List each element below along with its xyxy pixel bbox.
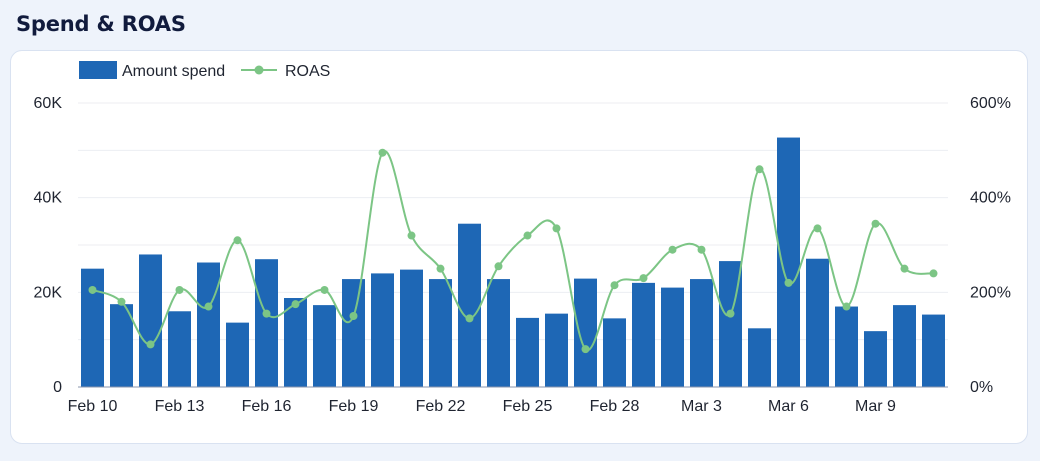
roas-point — [204, 302, 213, 311]
roas-point — [146, 340, 155, 349]
bar-amount-spend — [429, 279, 452, 387]
bar-amount-spend — [313, 305, 336, 387]
bar-amount-spend — [197, 262, 220, 387]
bar-amount-spend — [632, 282, 655, 387]
x-tick-label: Mar 6 — [768, 398, 809, 415]
roas-point — [262, 309, 271, 318]
roas-point — [291, 300, 300, 309]
bar-amount-spend — [226, 322, 249, 387]
bar-amount-spend — [458, 223, 481, 387]
y-left-tick-label: 60K — [34, 95, 63, 112]
y-left-tick-label: 40K — [34, 190, 63, 207]
roas-point — [407, 231, 416, 240]
bar-amount-spend — [864, 331, 887, 387]
roas-point — [929, 269, 938, 278]
bar-amount-spend — [342, 279, 365, 387]
bar-amount-spend — [400, 269, 423, 387]
bar-amount-spend — [574, 278, 597, 387]
roas-point — [697, 245, 706, 254]
roas-point — [842, 302, 851, 311]
roas-point — [784, 278, 793, 287]
bar-amount-spend — [777, 137, 800, 387]
roas-point — [349, 312, 358, 320]
roas-point — [117, 297, 126, 306]
bar-amount-spend — [690, 279, 713, 387]
x-tick-label: Mar 9 — [855, 398, 896, 415]
x-tick-label: Mar 3 — [681, 398, 722, 415]
bar-amount-spend — [284, 298, 307, 387]
roas-point — [175, 285, 184, 294]
roas-point — [900, 264, 909, 273]
chart-title: Spend & ROAS — [16, 12, 186, 36]
roas-point — [378, 148, 387, 157]
bar-amount-spend — [168, 311, 191, 387]
bar-amount-spend — [835, 306, 858, 387]
x-tick-label: Feb 13 — [155, 398, 205, 415]
roas-point — [610, 281, 619, 290]
roas-point — [494, 262, 503, 271]
y-right-tick-label: 400% — [970, 190, 1011, 207]
legend-label-amount-spend: Amount spend — [122, 63, 225, 80]
legend-swatch-amount-spend — [79, 61, 117, 79]
roas-point — [755, 165, 764, 174]
bar-amount-spend — [545, 313, 568, 387]
roas-point — [523, 231, 532, 240]
bar-amount-spend — [139, 254, 162, 387]
roas-point — [813, 224, 822, 233]
roas-point — [639, 274, 648, 283]
x-tick-label: Feb 10 — [68, 398, 118, 415]
x-tick-label: Feb 25 — [503, 398, 553, 415]
x-tick-label: Feb 28 — [590, 398, 640, 415]
x-tick-label: Feb 19 — [329, 398, 379, 415]
x-tick-label: Feb 16 — [242, 398, 292, 415]
roas-point — [668, 245, 677, 254]
legend: Amount spend ROAS — [79, 61, 330, 80]
bar-amount-spend — [110, 304, 133, 387]
roas-point — [233, 236, 242, 245]
y-right-tick-label: 0% — [970, 379, 993, 396]
roas-point — [871, 219, 880, 228]
roas-point — [88, 285, 97, 294]
roas-point — [465, 314, 474, 323]
bar-amount-spend — [516, 317, 539, 387]
bar-amount-spend — [371, 273, 394, 387]
y-right-tick-label: 200% — [970, 284, 1011, 301]
legend-label-roas: ROAS — [285, 63, 330, 80]
bar-amount-spend — [661, 287, 684, 387]
bar-amount-spend — [748, 328, 771, 387]
bar-amount-spend — [487, 279, 510, 387]
roas-point — [726, 309, 735, 318]
roas-point — [552, 224, 561, 233]
y-left-tick-label: 20K — [34, 284, 63, 301]
x-tick-label: Feb 22 — [416, 398, 466, 415]
y-right-tick-label: 600% — [970, 95, 1011, 112]
bar-amount-spend — [893, 305, 916, 387]
roas-point — [320, 285, 329, 294]
y-left-tick-label: 0 — [53, 379, 62, 396]
legend-swatch-roas-dot — [254, 65, 264, 75]
bar-amount-spend — [922, 314, 945, 387]
bar-amount-spend — [603, 318, 626, 387]
bar-amount-spend — [255, 259, 278, 387]
bar-amount-spend — [806, 258, 829, 387]
bar-amount-spend — [81, 268, 104, 387]
roas-point — [436, 264, 445, 273]
roas-point — [581, 345, 590, 354]
